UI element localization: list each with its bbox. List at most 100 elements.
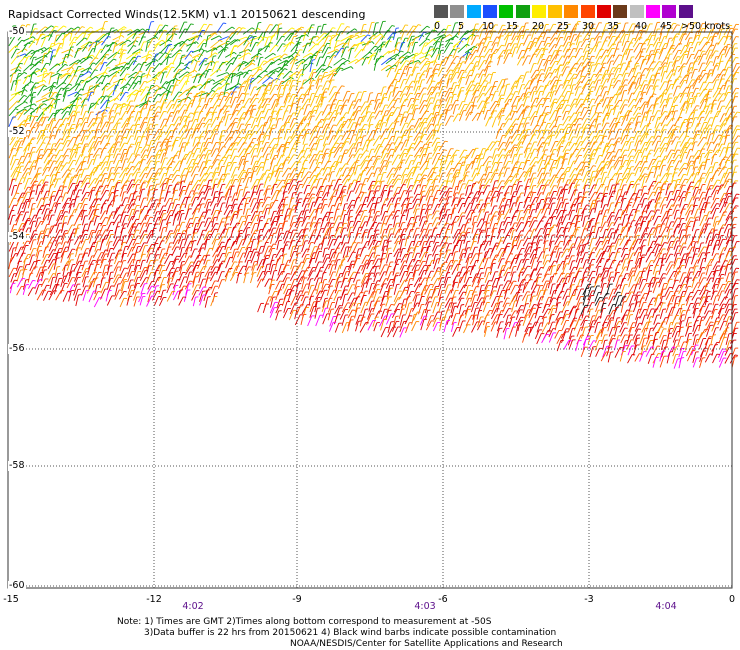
- wind-barb: [93, 62, 101, 71]
- wind-barb-flag: [24, 89, 28, 92]
- wind-barb: [672, 86, 678, 97]
- wind-barb-flag: [321, 118, 325, 121]
- wind-barb: [580, 66, 585, 77]
- wind-barb: [53, 110, 57, 120]
- wind-barb: [257, 57, 261, 67]
- wind-barb: [678, 162, 685, 171]
- wind-barb: [216, 91, 228, 97]
- wind-barb: [465, 35, 471, 48]
- wind-barb: [568, 112, 575, 122]
- wind-barb: [554, 108, 560, 120]
- wind-barb-flag: [147, 100, 152, 103]
- wind-barb-flag: [66, 162, 70, 164]
- wind-barb: [244, 74, 252, 85]
- wind-barb-flag: [548, 135, 552, 137]
- wind-barb-flag: [243, 142, 247, 144]
- wind-barb: [542, 29, 548, 40]
- wind-barb: [132, 52, 138, 61]
- wind-barb-flag: [278, 23, 282, 25]
- wind-barb-flag: [47, 148, 51, 151]
- wind-barb: [419, 57, 427, 65]
- wind-barb: [691, 35, 698, 46]
- wind-barb: [543, 55, 550, 67]
- wind-barb: [301, 94, 307, 103]
- wind-barb: [529, 63, 535, 73]
- wind-barb: [612, 80, 619, 89]
- wind-barb-flag: [556, 54, 560, 56]
- wind-barb: [372, 33, 381, 40]
- wind-barb: [348, 48, 352, 60]
- wind-barb: [328, 86, 334, 96]
- wind-barb: [198, 92, 208, 97]
- wind-barb: [438, 81, 443, 90]
- wind-barb-flag: [678, 154, 682, 156]
- wind-barb: [724, 107, 730, 117]
- wind-barb: [360, 24, 364, 36]
- wind-barb-flag: [310, 52, 314, 56]
- wind-barb: [555, 128, 562, 139]
- wind-barb: [177, 98, 184, 108]
- wind-barb: [478, 60, 485, 71]
- wind-barb: [41, 53, 45, 64]
- wind-barb-flag: [79, 123, 83, 125]
- wind-barb: [210, 82, 220, 90]
- wind-barb: [210, 39, 221, 49]
- wind-barb-flag: [42, 142, 46, 144]
- wind-barb-flag: [63, 25, 67, 28]
- wind-barb: [264, 82, 270, 91]
- wind-barb: [56, 63, 66, 73]
- wind-barb-flag: [61, 123, 65, 126]
- wind-barb: [530, 125, 537, 135]
- wind-barb: [535, 80, 540, 91]
- wind-barb-flag: [207, 80, 211, 83]
- wind-barb-flag: [573, 67, 577, 69]
- wind-barb-flag: [680, 92, 684, 95]
- wind-barb-flag: [501, 44, 505, 47]
- wind-barb: [113, 92, 122, 102]
- wind-barb: [8, 35, 16, 47]
- wind-barb-flag: [397, 154, 402, 156]
- wind-barb-flag: [340, 67, 344, 70]
- wind-barb-flag: [568, 116, 572, 118]
- wind-barb: [172, 91, 180, 102]
- wind-barb-flag: [638, 106, 642, 109]
- wind-barb: [639, 59, 644, 70]
- wind-barb: [263, 109, 269, 120]
- wind-barb: [307, 85, 312, 96]
- wind-barb-flag: [425, 110, 429, 113]
- wind-barb: [477, 100, 483, 110]
- wind-barb-flag: [211, 89, 216, 92]
- wind-barb: [575, 93, 581, 104]
- wind-barb: [229, 148, 235, 160]
- wind-barb: [601, 91, 607, 103]
- wind-barb: [192, 137, 197, 147]
- wind-barb: [76, 37, 85, 46]
- wind-barb-flag: [718, 134, 722, 136]
- wind-barb: [549, 85, 554, 98]
- wind-barb: [724, 44, 728, 54]
- wind-barb: [632, 112, 639, 122]
- wind-barb-flag: [431, 112, 435, 115]
- wind-barb: [659, 89, 666, 98]
- wind-barb-flag: [127, 39, 131, 43]
- wind-barb: [497, 49, 504, 60]
- wind-barb: [118, 29, 123, 40]
- wind-barb: [717, 69, 724, 79]
- wind-barb-flag: [316, 43, 320, 46]
- wind-barb-flag: [294, 30, 298, 32]
- wind-barb: [385, 57, 394, 65]
- wind-barb: [567, 43, 573, 53]
- wind-barb: [74, 26, 83, 36]
- wind-barb-flag: [639, 42, 643, 45]
- wind-barb: [275, 35, 283, 47]
- wind-barb: [613, 64, 620, 73]
- wind-barb-flag: [401, 56, 406, 59]
- wind-barb-flag: [514, 144, 518, 146]
- wind-barb: [244, 59, 253, 67]
- wind-barb-flag: [67, 106, 71, 109]
- wind-barb: [425, 46, 431, 58]
- wind-barb-flag: [217, 104, 221, 107]
- wind-barb: [606, 105, 611, 117]
- wind-barb: [724, 47, 731, 58]
- wind-barb: [587, 56, 593, 66]
